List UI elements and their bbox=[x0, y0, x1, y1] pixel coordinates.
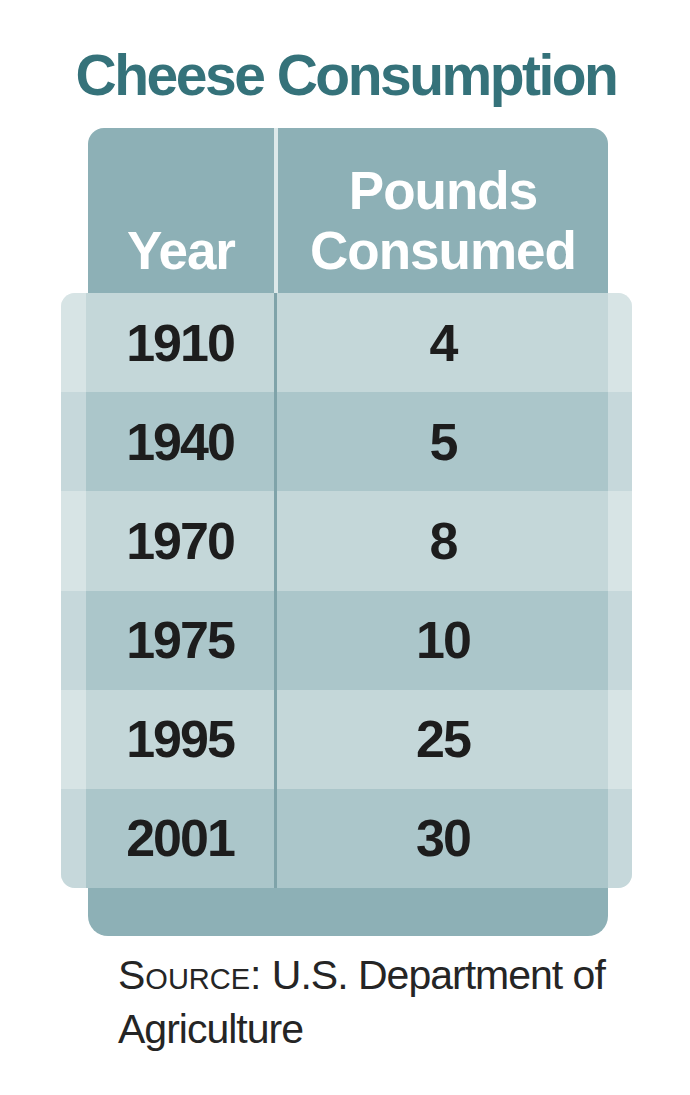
figure-cheese-consumption: Cheese Consumption Year Pounds Consumed … bbox=[0, 0, 690, 1095]
table-row: 1995 25 bbox=[61, 690, 632, 789]
year-cell: 1940 bbox=[86, 412, 274, 472]
column-header-pounds-label: Pounds Consumed bbox=[310, 161, 576, 281]
source-label: Source: bbox=[118, 952, 261, 998]
year-cell: 1970 bbox=[86, 511, 274, 571]
table-header: Year Pounds Consumed bbox=[88, 128, 608, 293]
year-cell: 1910 bbox=[86, 313, 274, 373]
figure-title: Cheese Consumption bbox=[30, 42, 662, 108]
year-cell: 2001 bbox=[86, 808, 274, 868]
pounds-cell: 30 bbox=[278, 808, 608, 868]
table-row: 1910 4 bbox=[61, 293, 632, 392]
pounds-cell: 10 bbox=[278, 610, 608, 670]
table-row: 1970 8 bbox=[61, 491, 632, 590]
table-row: 2001 30 bbox=[61, 789, 632, 888]
table-row: 1975 10 bbox=[61, 591, 632, 690]
pounds-cell: 5 bbox=[278, 412, 608, 472]
pounds-cell: 25 bbox=[278, 709, 608, 769]
table-body: 1910 4 1940 5 1970 8 1975 10 1995 25 200… bbox=[61, 293, 632, 888]
pounds-cell: 8 bbox=[278, 511, 608, 571]
column-header-pounds: Pounds Consumed bbox=[278, 128, 608, 293]
body-column-divider bbox=[274, 293, 277, 888]
column-header-year: Year bbox=[88, 128, 274, 293]
pounds-cell: 4 bbox=[278, 313, 608, 373]
year-cell: 1995 bbox=[86, 709, 274, 769]
column-header-year-label: Year bbox=[127, 221, 235, 281]
year-cell: 1975 bbox=[86, 610, 274, 670]
source-note: Source: U.S. Department of Agriculture bbox=[118, 948, 643, 1056]
table-row: 1940 5 bbox=[61, 392, 632, 491]
